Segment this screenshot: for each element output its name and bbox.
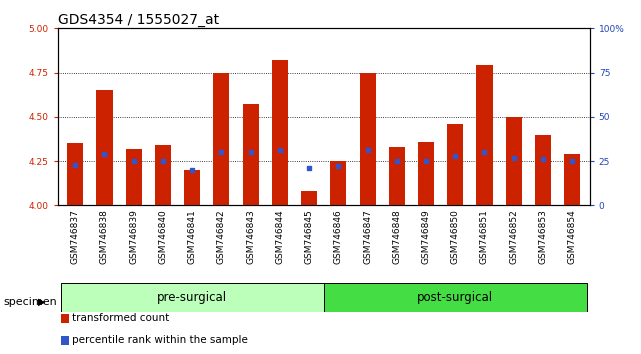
Text: GSM746841: GSM746841 (188, 209, 197, 264)
Text: ▶: ▶ (38, 297, 46, 307)
Bar (184, 170, 200, 205)
Text: post-surgical: post-surgical (417, 291, 494, 304)
Bar (61, 283, 324, 312)
Bar (301, 191, 317, 205)
Text: GSM746848: GSM746848 (392, 209, 401, 264)
Bar (61, 336, 69, 345)
Text: GSM746851: GSM746851 (480, 209, 489, 264)
Bar (126, 149, 142, 205)
Text: GSM746837: GSM746837 (71, 209, 79, 264)
Bar (388, 147, 405, 205)
Text: GSM746847: GSM746847 (363, 209, 372, 264)
Text: GSM746849: GSM746849 (422, 209, 431, 264)
Bar (535, 135, 551, 205)
Text: GSM746852: GSM746852 (509, 209, 518, 264)
Bar (564, 154, 580, 205)
Bar (242, 104, 259, 205)
Bar (418, 142, 434, 205)
Bar (155, 145, 171, 205)
Bar (506, 117, 522, 205)
Text: GSM746853: GSM746853 (538, 209, 547, 264)
Bar (61, 314, 69, 323)
Text: transformed count: transformed count (72, 313, 169, 323)
Bar (324, 283, 587, 312)
Text: GSM746838: GSM746838 (100, 209, 109, 264)
Text: GDS4354 / 1555027_at: GDS4354 / 1555027_at (58, 13, 219, 27)
Text: GSM746839: GSM746839 (129, 209, 138, 264)
Text: GSM746846: GSM746846 (334, 209, 343, 264)
Text: pre-surgical: pre-surgical (157, 291, 227, 304)
Bar (213, 73, 229, 205)
Text: GSM746844: GSM746844 (276, 209, 285, 264)
Bar (272, 60, 288, 205)
Text: GSM746850: GSM746850 (451, 209, 460, 264)
Bar (330, 161, 346, 205)
Bar (360, 73, 376, 205)
Text: specimen: specimen (3, 297, 57, 307)
Text: percentile rank within the sample: percentile rank within the sample (72, 335, 248, 345)
Text: GSM746842: GSM746842 (217, 209, 226, 264)
Bar (476, 65, 492, 205)
Text: GSM746843: GSM746843 (246, 209, 255, 264)
Bar (96, 90, 113, 205)
Text: GSM746840: GSM746840 (158, 209, 167, 264)
Bar (67, 143, 83, 205)
Text: GSM746845: GSM746845 (304, 209, 313, 264)
Bar (447, 124, 463, 205)
Text: GSM746854: GSM746854 (568, 209, 577, 264)
